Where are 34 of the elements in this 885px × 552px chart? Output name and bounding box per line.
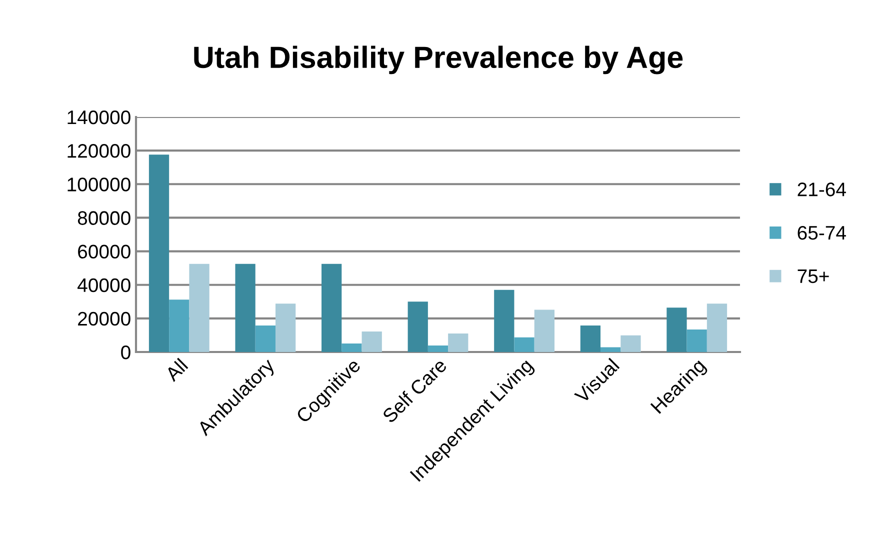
legend-label: 75+ [798,270,829,284]
bar [666,308,687,352]
bar [148,154,170,352]
y-tick-label: 80000 [78,211,130,225]
x-tick-label: All [164,358,188,382]
bar [189,264,210,352]
bar [235,264,256,352]
legend-label: 65-74 [798,226,846,240]
y-tick-label: 20000 [78,312,130,326]
bar [275,304,296,352]
bar [494,290,514,352]
bar [620,335,641,352]
bar [706,304,728,352]
legend-label: 21-64 [798,182,846,196]
bar [322,264,342,352]
bar [408,302,428,352]
bar [580,325,601,352]
y-tick-label: 140000 [68,110,130,124]
bar [534,310,554,352]
y-tick-label: 100000 [68,178,130,192]
y-tick-label: 120000 [68,144,130,158]
y-tick-label: 60000 [78,244,130,259]
chart-title: Utah Disability Prevalence by Age [194,46,683,74]
bar [342,343,362,352]
bar [686,330,707,352]
bar [448,334,468,352]
y-tick-label: 0 [121,345,130,360]
bar [362,332,382,352]
bar [428,345,448,352]
bar [169,300,190,352]
bar [514,337,534,352]
y-tick-label: 40000 [78,278,130,292]
bar [255,325,276,352]
bar [600,347,621,352]
